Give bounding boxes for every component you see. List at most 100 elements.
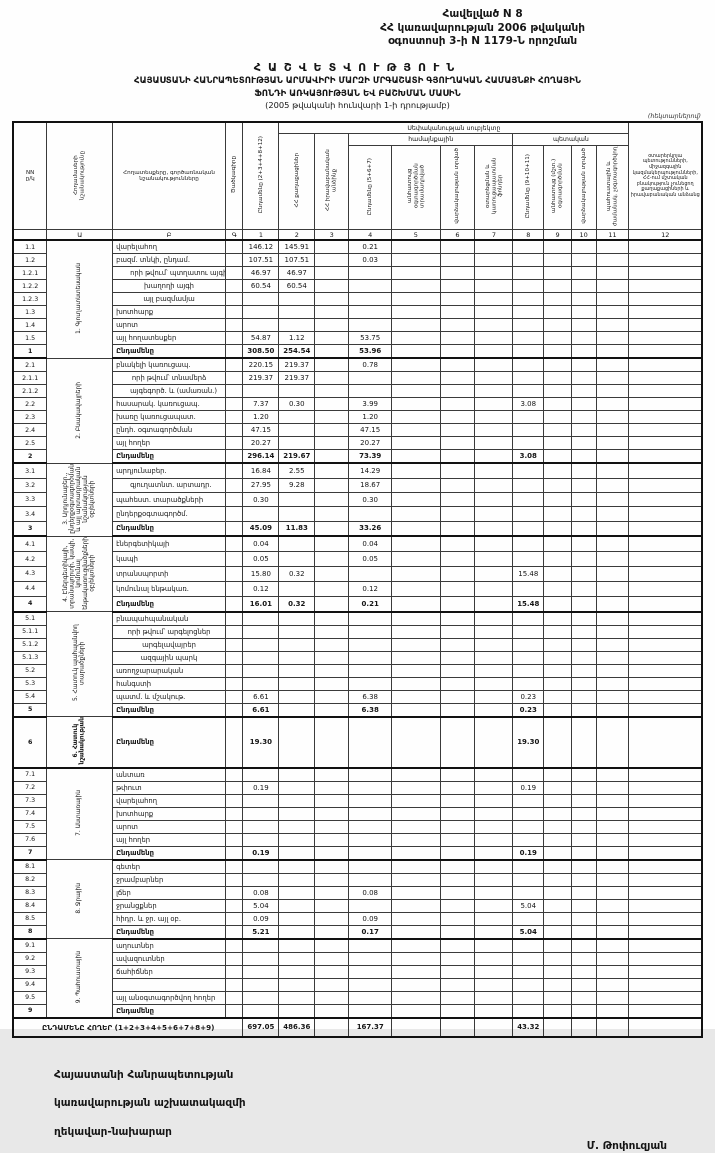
cell-c7 xyxy=(474,716,514,769)
cell-c12 xyxy=(628,689,703,704)
row-label: Ընդամենը xyxy=(112,344,226,360)
section-label: 7. Անտառային xyxy=(46,767,114,861)
cell-c6 xyxy=(439,397,476,412)
cell-c11 xyxy=(595,449,630,465)
cell-c1: 220.15 xyxy=(242,357,280,373)
section-total-row: 3 Ընդամենը 45.09 11.83 33.26 xyxy=(12,520,703,538)
table-row: 3.2 գյուղատնտ. արտադր. 27.95 9.28 18.67 xyxy=(12,477,703,494)
row-number: 8.2 xyxy=(12,872,48,887)
cell-c12 xyxy=(628,423,703,438)
cell-c5 xyxy=(391,832,441,847)
cell-c3 xyxy=(314,845,350,861)
cell-c7 xyxy=(474,580,514,597)
cell-c7 xyxy=(474,305,514,320)
cell-c10 xyxy=(570,535,597,553)
row-number: 3 xyxy=(12,520,48,538)
cell-c6 xyxy=(439,702,476,718)
code-cell xyxy=(224,253,244,268)
cell-c7 xyxy=(474,344,514,360)
cell-c1 xyxy=(242,859,280,874)
col-header-purpose: Հողամասերի նշանակությունը xyxy=(46,121,114,230)
row-label: խաղողի այգի xyxy=(112,279,226,294)
cell-c2 xyxy=(278,832,316,847)
cell-c1: 46.97 xyxy=(242,266,280,281)
cell-c7 xyxy=(474,689,514,704)
cell-c11 xyxy=(595,551,630,568)
row-label: ճահիճներ xyxy=(112,964,226,979)
row-label: թփուտ xyxy=(112,780,226,795)
cell-c7 xyxy=(474,767,514,782)
column-index: 5 xyxy=(391,228,441,241)
cell-c2 xyxy=(278,859,316,874)
row-number: 4.2 xyxy=(12,551,48,568)
cell-c8 xyxy=(512,832,545,847)
row-label: ազգային պարկ xyxy=(112,650,226,665)
cell-c12 xyxy=(628,449,703,465)
cell-c9 xyxy=(543,397,572,412)
cell-c8 xyxy=(512,506,545,522)
cell-c2 xyxy=(278,964,316,979)
cell-c1: 296.14 xyxy=(242,449,280,465)
cell-c7 xyxy=(474,650,514,665)
table-row: 2.5 այլ հողեր 20.27 20.27 xyxy=(12,436,703,451)
cell-c3 xyxy=(314,410,350,425)
cell-c1: 0.19 xyxy=(242,845,280,861)
cell-c8: 3.08 xyxy=(512,397,545,412)
cell-c2: 0.30 xyxy=(278,397,316,412)
cell-c11 xyxy=(595,1003,630,1019)
row-label: ավազուտներ xyxy=(112,951,226,966)
cell-c9 xyxy=(543,292,572,307)
cell-c6 xyxy=(439,371,476,386)
cell-c9 xyxy=(543,266,572,281)
cell-c11 xyxy=(595,611,630,626)
cell-c9 xyxy=(543,477,572,494)
cell-c8: 0.23 xyxy=(512,702,545,718)
cell-c9 xyxy=(543,663,572,678)
cell-c7 xyxy=(474,266,514,281)
cell-c5 xyxy=(391,1003,441,1019)
cell-c6 xyxy=(439,410,476,425)
code-cell xyxy=(224,566,244,582)
cell-c10 xyxy=(570,702,597,718)
section-label: 9. Պահուստային xyxy=(46,938,114,1019)
cell-c8 xyxy=(512,551,545,568)
cell-c10 xyxy=(570,676,597,691)
row-number: 8.1 xyxy=(12,859,48,874)
table-row: 5.1.3 ազգային պարկ xyxy=(12,650,703,665)
cell-c7 xyxy=(474,357,514,373)
code-cell xyxy=(224,449,244,465)
cell-c8 xyxy=(512,305,545,320)
cell-c10 xyxy=(570,551,597,568)
cell-c2 xyxy=(278,872,316,887)
cell-c9 xyxy=(543,279,572,294)
cell-c10 xyxy=(570,832,597,847)
cell-c4 xyxy=(348,279,393,294)
cell-c12 xyxy=(628,580,703,597)
cell-c1 xyxy=(242,872,280,887)
cell-c6 xyxy=(439,819,476,834)
cell-c5 xyxy=(391,492,441,508)
cell-c6 xyxy=(439,624,476,639)
cell-c4 xyxy=(348,716,393,769)
cell-c9 xyxy=(543,253,572,268)
cell-c9 xyxy=(543,990,572,1005)
cell-c1 xyxy=(242,819,280,834)
cell-c12 xyxy=(628,650,703,665)
cell-c3 xyxy=(314,819,350,834)
col-header-nn: NN ը/կ xyxy=(12,121,48,230)
cell-c4 xyxy=(348,650,393,665)
cell-c9 xyxy=(543,859,572,874)
cell-c1 xyxy=(242,305,280,320)
code-cell xyxy=(224,845,244,861)
cell-c1: 0.05 xyxy=(242,551,280,568)
row-label: ջրամբարներ xyxy=(112,872,226,887)
cell-c2 xyxy=(278,702,316,718)
cell-c2: 219.37 xyxy=(278,371,316,386)
column-index: Ա xyxy=(46,228,114,241)
row-number: 2.3 xyxy=(12,410,48,425)
cell-c12 xyxy=(628,410,703,425)
cell-c6 xyxy=(439,266,476,281)
cell-c6 xyxy=(439,1003,476,1019)
cell-c4: 47.15 xyxy=(348,423,393,438)
cell-c3 xyxy=(314,357,350,373)
